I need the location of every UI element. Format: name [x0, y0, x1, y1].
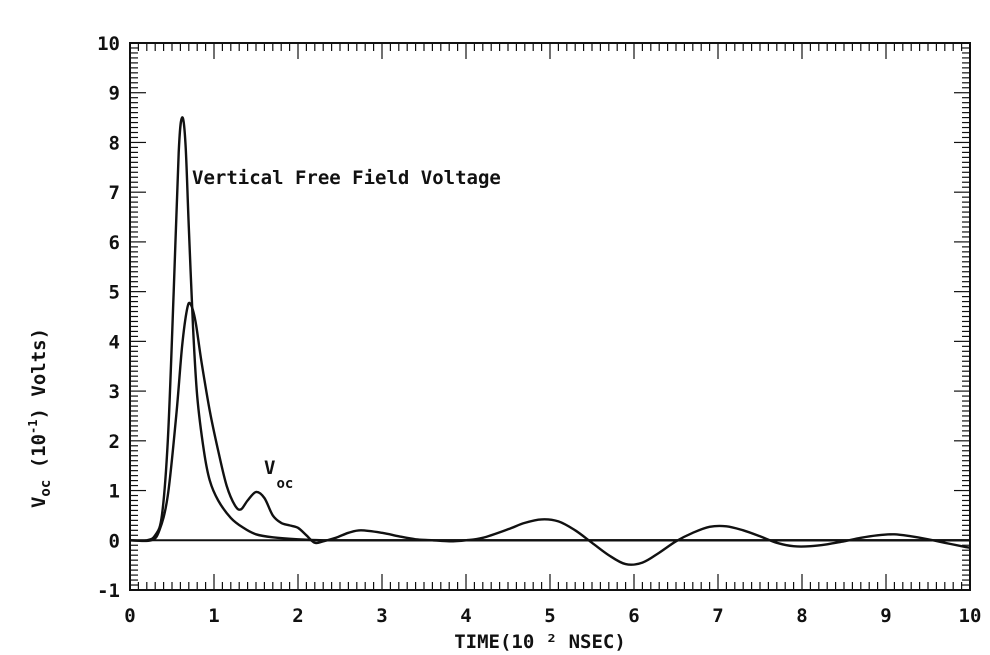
x-tick-label: 5	[544, 605, 555, 627]
x-tick-label: 7	[712, 605, 723, 627]
plot-frame	[129, 42, 971, 591]
y-axis-title-rest: (10	[28, 434, 50, 468]
series-layer	[129, 116, 971, 566]
x-axis-title: TIME(10 ² NSEC)	[454, 631, 626, 653]
x-tick-label: 10	[959, 605, 982, 627]
y-tick-label: 8	[109, 132, 120, 154]
y-tick-label: 1	[109, 481, 120, 503]
svg-text:Voc (10-1) Volts): Voc (10-1) Volts)	[26, 328, 54, 508]
y-axis-title-sup: -1	[26, 419, 40, 433]
y-tick-label: 5	[109, 282, 120, 304]
y-axis-title-main: V	[28, 497, 50, 508]
y-axis-title-end: ) Volts)	[28, 328, 50, 420]
x-tick-label: 1	[208, 605, 219, 627]
y-tick-label: 6	[109, 232, 120, 254]
x-tick-label: 9	[880, 605, 891, 627]
y-tick-label: 2	[109, 431, 120, 453]
series-voc-line	[129, 301, 971, 566]
y-tick-label: 3	[109, 381, 120, 403]
x-tick-label: 2	[292, 605, 303, 627]
annotation-vertical-free-field: Vertical Free Field Voltage	[192, 167, 501, 189]
tick-marks	[129, 42, 971, 591]
plot-border	[129, 42, 971, 591]
y-axis-title-sub: oc	[38, 480, 54, 497]
x-tick-label: 4	[460, 605, 471, 627]
y-tick-label: -1	[97, 580, 120, 602]
x-tick-label: 0	[124, 605, 135, 627]
y-tick-label: 0	[109, 530, 120, 552]
annotation-voc-main: V	[264, 457, 275, 479]
y-tick-label: 10	[97, 33, 120, 55]
y-tick-label: 9	[109, 83, 120, 105]
y-tick-label: 7	[109, 182, 120, 204]
annotation-voc: Voc	[264, 457, 293, 492]
x-tick-label: 6	[628, 605, 639, 627]
y-axis-title: Voc (10-1) Volts)	[26, 328, 54, 508]
y-tick-label: 4	[109, 331, 120, 353]
annotation-voc-sub: oc	[276, 476, 293, 492]
x-tick-label: 3	[376, 605, 387, 627]
series-vertical-free-field-line	[129, 116, 970, 542]
x-tick-label: 8	[796, 605, 807, 627]
